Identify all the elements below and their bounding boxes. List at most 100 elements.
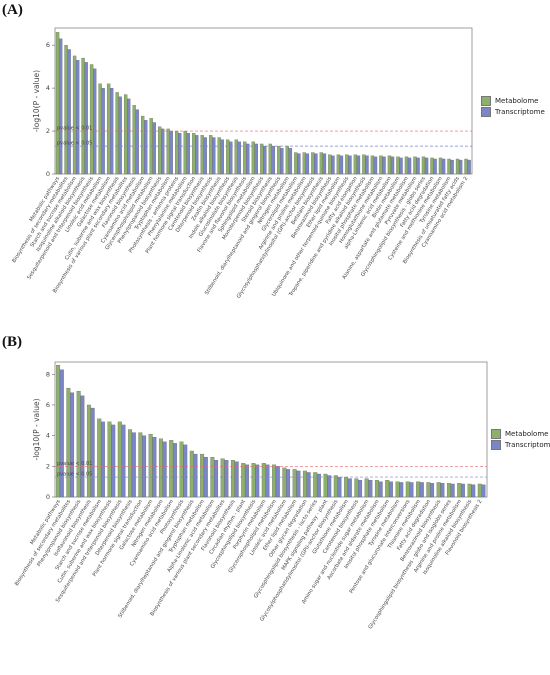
bar-b-transcriptome: [430, 483, 435, 498]
y-tick-label-a: 2: [46, 127, 50, 135]
y-tick-label-b: 8: [46, 370, 50, 378]
bar-a-metabolome: [396, 156, 400, 175]
bar-a-metabolome: [353, 154, 358, 175]
bar-b-metabolome: [477, 483, 482, 498]
bar-b-transcriptome: [90, 407, 95, 498]
bar-a-transcriptome: [237, 141, 241, 175]
bar-a-transcriptome: [75, 60, 80, 175]
legend-a-transcriptome-label: Transcriptome: [495, 107, 545, 116]
bar-b-transcriptome: [347, 478, 352, 498]
bar-b-transcriptome: [100, 421, 105, 498]
bar-a-metabolome: [260, 143, 264, 175]
bar-a-transcriptome: [356, 155, 361, 175]
bar-a-metabolome: [89, 64, 94, 175]
bar-a-metabolome: [81, 57, 85, 175]
bar-a-transcriptome: [373, 156, 378, 175]
bar-a-metabolome: [302, 152, 307, 175]
bar-b-transcriptome: [471, 484, 476, 498]
bar-a-transcriptome: [229, 141, 233, 175]
legend-a: Metabolome Transcriptome: [481, 95, 545, 117]
threshold-label-a: pvalue < 0.05: [57, 141, 92, 147]
y-tick-label-b: 6: [46, 401, 50, 409]
bar-b-transcriptome: [59, 369, 64, 498]
bar-a-transcriptome: [84, 62, 88, 175]
bar-b-metabolome: [313, 472, 318, 498]
y-tick-label-a: 6: [46, 41, 50, 49]
bar-a-transcriptome: [331, 155, 335, 175]
legend-a-metabolome-label: Metabolome: [495, 96, 539, 105]
bar-a-transcriptome: [161, 128, 165, 175]
bar-b-metabolome: [446, 483, 451, 498]
bar-a-transcriptome: [416, 157, 420, 175]
panel-b-label: (B): [2, 334, 22, 350]
bar-b-transcriptome: [378, 481, 383, 498]
bar-a-transcriptome: [314, 153, 318, 175]
bar-b-transcriptome: [193, 453, 198, 498]
legend-b-transcriptome: Transcriptome: [491, 439, 550, 450]
bar-a-metabolome: [277, 145, 281, 175]
bar-a-transcriptome: [467, 159, 471, 175]
bar-b-metabolome: [364, 478, 369, 498]
bar-b-transcriptome: [358, 480, 363, 498]
bar-a-transcriptome: [305, 153, 310, 175]
bar-b-transcriptome: [183, 444, 188, 498]
bar-a-metabolome: [132, 105, 136, 175]
bar-a-transcriptome: [450, 159, 454, 175]
legend-b-metabolome: Metabolome: [491, 428, 550, 439]
bar-a-transcriptome: [390, 156, 395, 175]
bar-b-transcriptome: [172, 443, 177, 498]
bar-a-transcriptome: [297, 153, 301, 175]
bar-b-transcriptome: [481, 484, 486, 498]
legend-b-metabolome-swatch: [491, 428, 501, 439]
bar-b-transcriptome: [111, 424, 116, 498]
bar-a-transcriptome: [288, 148, 293, 175]
bar-b-metabolome: [86, 404, 91, 498]
bar-b-metabolome: [426, 482, 431, 498]
bar-a-metabolome: [226, 139, 230, 175]
bar-a-metabolome: [115, 92, 119, 175]
bar-b-metabolome: [354, 478, 359, 498]
bar-a-transcriptome: [424, 157, 429, 175]
bar-a-metabolome: [336, 154, 341, 175]
bar-b-metabolome: [230, 460, 235, 498]
bar-a-transcriptome: [441, 158, 446, 175]
bar-a-metabolome: [166, 128, 170, 175]
bar-a-metabolome: [72, 55, 77, 175]
bar-b-transcriptome: [80, 395, 85, 498]
bar-a-transcriptome: [263, 145, 267, 175]
bar-b-metabolome: [457, 483, 462, 498]
bar-a-metabolome: [285, 145, 289, 175]
bar-a-metabolome: [328, 154, 332, 175]
bar-b-metabolome: [97, 418, 102, 498]
bar-b-transcriptome: [409, 482, 414, 498]
bar-b-transcriptome: [306, 472, 311, 498]
legend-a-metabolome: Metabolome: [481, 95, 545, 106]
bar-a-metabolome: [404, 156, 409, 175]
threshold-label-a: pvalue < 0.01: [57, 126, 92, 132]
bar-a-metabolome: [421, 156, 426, 175]
bar-b-metabolome: [344, 476, 349, 498]
bar-b-metabolome: [169, 440, 174, 498]
bar-b-transcriptome: [316, 473, 321, 498]
bar-b-metabolome: [179, 441, 184, 498]
bar-b-transcriptome: [234, 461, 239, 498]
bar-b-metabolome: [302, 470, 307, 498]
bar-a-transcriptome: [169, 130, 173, 175]
bar-b-transcriptome: [388, 481, 393, 498]
bar-a-metabolome: [268, 143, 272, 175]
bar-b-transcriptome: [255, 464, 260, 498]
bar-b-metabolome: [107, 421, 112, 498]
bar-b-transcriptome: [419, 482, 424, 498]
bar-a-transcriptome: [152, 122, 156, 175]
chart-b: 0 2 4 6 8 -log10(P - value) pvalue < 0.01 pvalu…: [14, 361, 488, 630]
bar-a-metabolome: [387, 155, 392, 175]
bar-b-metabolome: [220, 458, 225, 498]
bar-a-metabolome: [294, 152, 298, 175]
legend-b: Metabolome Transcriptome: [491, 428, 550, 450]
bar-b-transcriptome: [121, 424, 126, 498]
bar-b-metabolome: [241, 463, 246, 498]
bar-b-metabolome: [323, 473, 328, 498]
bar-b-metabolome: [261, 463, 266, 498]
bar-a-metabolome: [98, 83, 102, 175]
bar-a-metabolome: [217, 137, 221, 175]
